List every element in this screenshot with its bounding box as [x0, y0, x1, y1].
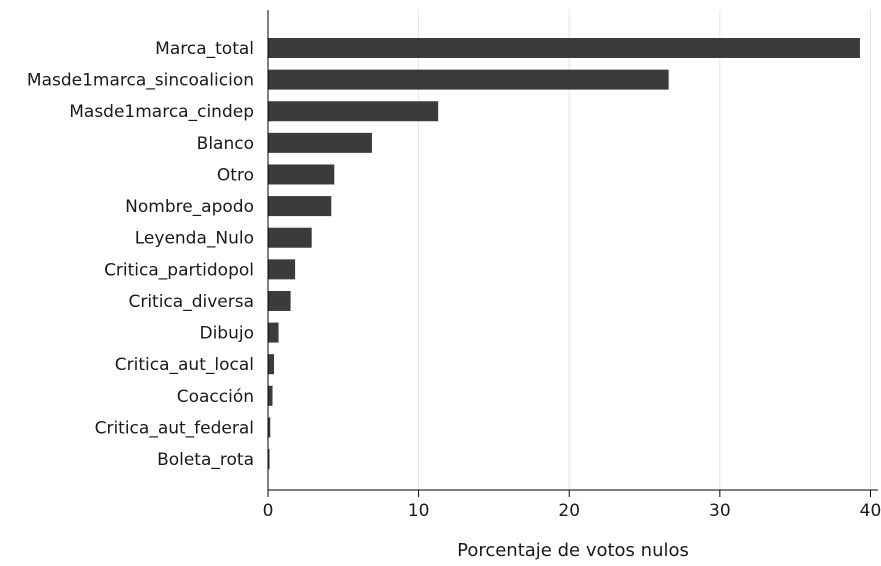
category-label-10: Critica_aut_local — [115, 355, 254, 375]
category-label-0: Marca_total — [155, 39, 254, 59]
bar-13 — [268, 449, 270, 470]
category-label-7: Critica_partidopol — [104, 260, 254, 280]
bar-7 — [268, 259, 296, 280]
bar-5 — [268, 196, 332, 217]
category-label-11: Coacción — [177, 387, 254, 407]
category-label-3: Blanco — [197, 134, 254, 154]
category-label-5: Nombre_apodo — [125, 197, 254, 217]
gridlines — [418, 10, 871, 490]
category-label-13: Boleta_rota — [157, 450, 254, 470]
category-label-9: Dibujo — [199, 324, 254, 344]
category-label-8: Critica_diversa — [128, 292, 254, 312]
x-tick-label-3: 30 — [709, 501, 731, 521]
category-label-4: Otro — [217, 165, 254, 185]
category-label-2: Masde1marca_cindep — [69, 102, 254, 122]
bar-1 — [268, 69, 669, 90]
bar-9 — [268, 322, 279, 343]
bar-10 — [268, 354, 275, 375]
bar-0 — [268, 38, 860, 58]
x-tick-label-2: 20 — [558, 501, 580, 521]
x-tick-label-0: 0 — [263, 501, 274, 521]
bar-8 — [268, 290, 291, 311]
x-axis-ticks: 0 10 20 30 40 — [263, 490, 881, 521]
bar-4 — [268, 164, 335, 185]
bar-3 — [268, 132, 372, 153]
category-label-1: Masde1marca_sincoalicion — [27, 71, 254, 91]
category-label-6: Leyenda_Nulo — [135, 229, 254, 249]
bar-6 — [268, 227, 312, 248]
bar-2 — [268, 101, 439, 122]
bars — [268, 38, 860, 470]
bar-12 — [268, 417, 271, 438]
category-label-12: Critica_aut_federal — [95, 418, 254, 438]
x-tick-label-4: 40 — [860, 501, 881, 521]
x-axis-title: Porcentaje de votos nulos — [457, 540, 689, 561]
x-tick-label-1: 10 — [408, 501, 430, 521]
bar-11 — [268, 385, 273, 406]
category-labels: Marca_total Masde1marca_sincoalicion Masde… — [27, 39, 254, 470]
